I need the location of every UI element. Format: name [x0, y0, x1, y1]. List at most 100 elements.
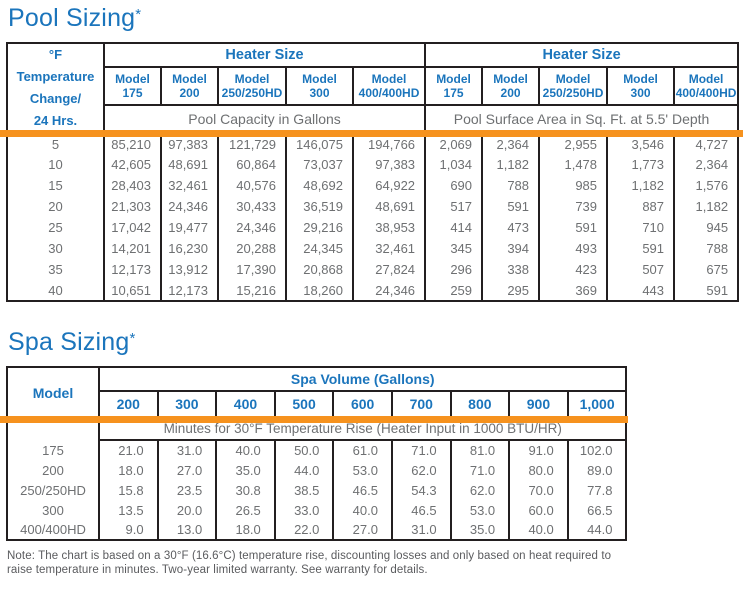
pool-cell: 591 [538, 217, 608, 239]
temp-cell: 20 [6, 196, 104, 218]
spa-cell: 18.0 [98, 460, 158, 480]
spa-cell: 26.5 [215, 500, 275, 520]
spa-data-row: 400/400HD 9.0 13.0 18.0 22.0 27.0 31.0 3… [6, 520, 627, 540]
model-label: Model [623, 71, 658, 86]
spa-table-wrap: Model Spa Volume (Gallons) 200 300 400 5… [0, 366, 628, 541]
spa-cell: 44.0 [273, 460, 334, 480]
spa-cell: 71.0 [449, 460, 510, 480]
spa-cell: 31.0 [390, 520, 451, 540]
pool-data-row: 5 85,210 97,383 121,729 146,075 194,766 … [6, 133, 739, 155]
pool-cell: 13,912 [160, 259, 218, 281]
pool-cell: 2,364 [481, 133, 540, 155]
pool-data-row: 35 12,173 13,912 17,390 20,868 27,824 29… [6, 259, 739, 281]
spa-sizing-title-text: Spa Sizing [8, 328, 130, 357]
spa-cell: 40.0 [332, 500, 392, 520]
spa-volume-700: 700 [390, 391, 451, 418]
spa-volume-1000: 1,000 [566, 391, 627, 418]
spa-model-cell: 200 [6, 460, 99, 480]
spa-cell: 62.0 [449, 480, 510, 500]
spa-cell: 60.0 [508, 500, 568, 520]
model-200-header-right: Model 200 [481, 66, 540, 106]
pool-cell: 690 [424, 175, 483, 197]
pool-cell: 12,173 [160, 280, 218, 302]
pool-cell: 18,260 [285, 280, 353, 302]
pool-cell: 21,303 [103, 196, 161, 218]
pool-cell: 73,037 [285, 154, 353, 176]
pool-cell: 887 [606, 196, 675, 218]
model-250-header-right: Model 250/250HD [538, 66, 608, 106]
model-number: 250/250HD [542, 85, 604, 100]
pool-sizing-table: °F Temperature Change/ 24 Hrs. Heater Si… [6, 41, 740, 303]
spa-cell: 40.0 [215, 440, 275, 460]
footnote-line-1: Note: The chart is based on a 30°F (16.6… [7, 550, 612, 562]
temp-header-line-3: Change/ [29, 90, 82, 106]
model-number: 175 [122, 85, 143, 100]
pool-cell: 48,691 [351, 196, 426, 218]
spa-cell: 31.0 [156, 440, 217, 460]
pool-cell: 10,651 [103, 280, 161, 302]
pool-cell: 36,519 [285, 196, 353, 218]
spa-cell: 15.8 [98, 480, 158, 500]
spa-cell: 22.0 [273, 520, 334, 540]
temp-header-line-4: 24 Hrs. [33, 112, 78, 128]
pool-cell: 48,691 [160, 154, 218, 176]
pool-cell: 591 [606, 238, 675, 260]
pool-cell: 259 [424, 280, 483, 302]
pool-cell: 295 [481, 280, 540, 302]
pool-cell: 24,345 [285, 238, 353, 260]
spa-cell: 102.0 [566, 440, 627, 460]
pool-cell: 97,383 [351, 154, 426, 176]
model-label: Model [436, 71, 471, 86]
pool-cell: 38,953 [351, 217, 426, 239]
spa-cell: 13.0 [156, 520, 217, 540]
spa-sizing-title: Spa Sizing* [8, 328, 743, 357]
spa-data-row: 300 13.5 20.0 26.5 33.0 40.0 46.5 53.0 6… [6, 500, 627, 520]
model-400-header-left: Model 400/400HD [351, 66, 426, 106]
pool-cell: 338 [481, 259, 540, 281]
pool-cell: 443 [606, 280, 675, 302]
spa-cell: 61.0 [332, 440, 392, 460]
temp-header-line-2: Temperature [16, 68, 95, 84]
pool-title-asterisk: * [135, 6, 142, 23]
pool-data-row: 10 42,605 48,691 60,864 73,037 97,383 1,… [6, 154, 739, 176]
model-number: 175 [443, 85, 464, 100]
model-label: Model [555, 71, 591, 86]
pool-cell: 24,346 [217, 217, 286, 239]
temp-cell: 35 [6, 259, 104, 281]
model-label: Model [302, 71, 337, 86]
pool-cell: 40,576 [217, 175, 286, 197]
spa-model-cell: 175 [6, 440, 99, 460]
model-300-header-right: Model 300 [606, 66, 675, 106]
model-label: Model [493, 71, 528, 86]
pool-header-model-row: Model 175 Model 200 Model 250/250HD Model 30… [7, 66, 739, 106]
heater-size-header-right: Heater Size [424, 42, 739, 68]
pool-data-row: 25 17,042 19,477 24,346 29,216 38,953 41… [6, 217, 739, 239]
spa-sizing-table: Model Spa Volume (Gallons) 200 300 400 5… [6, 366, 628, 541]
pool-cell: 85,210 [103, 133, 161, 155]
pool-cell: 739 [538, 196, 608, 218]
spa-cell: 62.0 [390, 460, 451, 480]
spa-cell: 27.0 [332, 520, 392, 540]
temp-cell: 15 [6, 175, 104, 197]
model-label: Model [172, 71, 207, 86]
spa-cell: 53.0 [332, 460, 392, 480]
model-175-header-right: Model 175 [424, 66, 483, 106]
model-300-header-left: Model 300 [285, 66, 353, 106]
spa-cell: 23.5 [156, 480, 217, 500]
spa-cell: 91.0 [508, 440, 568, 460]
pool-cell: 48,692 [285, 175, 353, 197]
spa-volume-900: 900 [508, 391, 568, 418]
temp-header-line-1: °F [48, 46, 63, 62]
spa-volume-200: 200 [98, 391, 158, 418]
pool-cell: 1,034 [424, 154, 483, 176]
pool-cell: 24,346 [351, 280, 426, 302]
model-200-header-left: Model 200 [160, 66, 218, 106]
spa-cell: 40.0 [508, 520, 568, 540]
spa-volume-300: 300 [156, 391, 217, 418]
pool-cell: 97,383 [160, 133, 218, 155]
pool-cell: 30,433 [217, 196, 286, 218]
pool-sizing-title: Pool Sizing* [8, 4, 743, 33]
model-number: 400/400HD [675, 85, 737, 100]
spa-cell: 81.0 [449, 440, 510, 460]
spa-volume-500: 500 [273, 391, 334, 418]
